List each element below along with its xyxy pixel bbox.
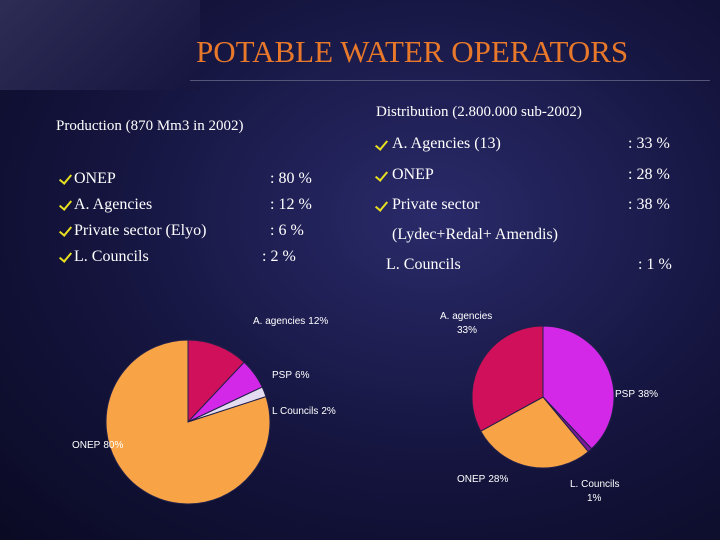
- slice-value: 2%: [321, 406, 336, 417]
- title-rule: [190, 80, 710, 81]
- production-label: L. Councils: [74, 248, 149, 265]
- slice-label: PSP 38%: [615, 389, 658, 400]
- production-label: ONEP: [74, 170, 116, 187]
- production-label: A. Agencies: [74, 196, 153, 213]
- slice-category: ONEP: [72, 440, 101, 451]
- slice-value: 38%: [638, 389, 658, 400]
- slice-label: L Councils 2%: [272, 406, 336, 417]
- slice-value: 6%: [295, 370, 310, 381]
- pie-slice: [542, 325, 615, 450]
- slice-category: PSP: [615, 389, 635, 400]
- production-value: : 2 %: [262, 248, 296, 265]
- production-heading: Production (870 Mm3 in 2002): [56, 118, 244, 134]
- distribution-label: A. Agencies (13): [392, 135, 501, 152]
- production-label: Private sector (Elyo): [74, 222, 207, 239]
- slice-value: 12%: [308, 316, 328, 327]
- slice-category: PSP: [272, 370, 292, 381]
- distribution-value: : 33 %: [628, 135, 670, 152]
- slice-category: A. agencies: [440, 311, 492, 322]
- slice-category: L Councils: [272, 406, 318, 417]
- distribution-heading: Distribution (2.800.000 sub-2002): [376, 104, 582, 120]
- distribution-label: Private sector: [392, 196, 480, 213]
- distribution-value: : 1 %: [638, 256, 672, 273]
- slide-title: POTABLE WATER OPERATORS: [196, 34, 629, 69]
- pie-slice: [480, 396, 589, 469]
- distribution-note: (Lydec+Redal+ Amendis): [392, 226, 559, 243]
- production-value: : 6 %: [270, 222, 304, 239]
- distribution-label: L. Councils: [386, 256, 461, 273]
- pie-slice: [187, 339, 245, 424]
- slice-label: A. agencies 33%: [440, 311, 492, 336]
- production-value: : 80 %: [270, 170, 312, 187]
- distribution-value: : 38 %: [628, 196, 670, 213]
- slice-category: A. agencies: [253, 316, 305, 327]
- slice-label: A. agencies 12%: [253, 316, 328, 327]
- slice-value: 33%: [457, 325, 477, 336]
- pie-slice: [471, 325, 544, 432]
- slice-value: 1%: [587, 493, 602, 504]
- distribution-value: : 28 %: [628, 166, 670, 183]
- slice-label: ONEP 28%: [457, 474, 508, 485]
- slice-category: ONEP: [457, 474, 486, 485]
- slice-value: 28%: [488, 474, 508, 485]
- slice-label: PSP 6%: [272, 370, 310, 381]
- header-decoration: [0, 0, 200, 90]
- slice-label: L. Councils 1%: [570, 479, 619, 504]
- slice-category: L. Councils: [570, 479, 619, 490]
- pie-slice: [105, 339, 271, 505]
- slice-value: 80%: [103, 440, 123, 451]
- production-value: : 12 %: [270, 196, 312, 213]
- slice-label: ONEP 80%: [72, 440, 123, 451]
- distribution-label: ONEP: [392, 166, 434, 183]
